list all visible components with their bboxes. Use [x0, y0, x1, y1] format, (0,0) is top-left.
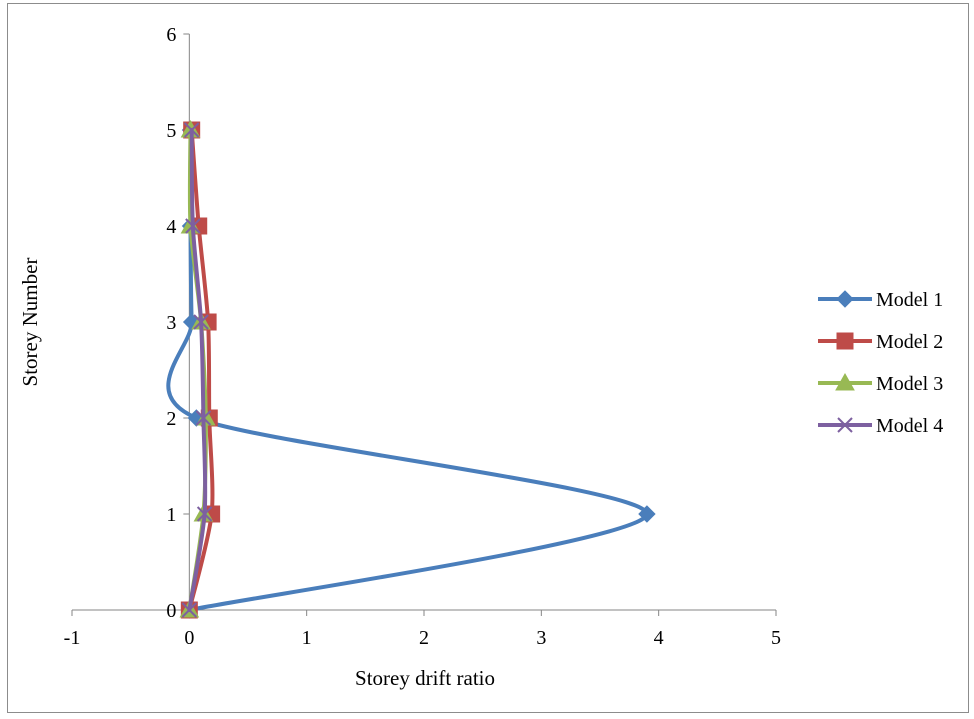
data-point-stroke — [195, 410, 212, 426]
data-point-stroke — [193, 314, 209, 330]
y-tick-label: 4 — [166, 216, 176, 238]
legend-item: Model 1 — [818, 289, 943, 311]
y-tick-label: 5 — [166, 120, 176, 142]
data-point — [181, 602, 198, 618]
data-point-stroke — [183, 122, 200, 138]
y-tick-label: 1 — [166, 504, 176, 526]
series-line — [166, 128, 649, 612]
legend-item: Model 2 — [818, 331, 943, 353]
y-tick-label: 6 — [166, 24, 176, 46]
legend-label: Model 3 — [876, 373, 943, 395]
legend: Model 1 Model 2 Model 3 Model 4 — [818, 289, 943, 437]
series-1 — [166, 121, 656, 619]
axes: -1 0 1 2 3 4 5 0 1 2 3 4 5 6 — [64, 24, 781, 649]
series-layer — [166, 119, 656, 619]
data-point-stroke — [185, 218, 201, 234]
x-tick-label: 2 — [419, 627, 429, 649]
x-tick-label: 1 — [302, 627, 312, 649]
data-point — [195, 410, 212, 426]
series-line — [187, 128, 215, 612]
x-tick-label: 3 — [536, 627, 546, 649]
data-point — [196, 506, 213, 522]
data-point — [185, 218, 201, 234]
data-point — [183, 122, 200, 138]
x-tick-label: -1 — [64, 627, 81, 649]
legend-label: Model 4 — [876, 415, 943, 437]
x-tick-label: 0 — [184, 627, 194, 649]
x-tick-label: 4 — [654, 627, 664, 649]
series-4 — [181, 122, 213, 618]
y-tick-label: 0 — [166, 600, 176, 622]
legend-marker — [836, 332, 854, 350]
legend-marker — [837, 417, 853, 433]
data-point-stroke — [181, 602, 198, 618]
data-point — [638, 505, 656, 523]
legend-item: Model 3 — [818, 372, 943, 395]
legend-label: Model 1 — [876, 289, 943, 311]
legend-marker — [836, 290, 854, 308]
x-tick-label: 5 — [771, 627, 781, 649]
series-line — [187, 128, 208, 612]
y-axis-title: Storey Number — [18, 258, 42, 387]
data-point — [193, 314, 209, 330]
legend-item: Model 4 — [818, 415, 943, 437]
x-axis-title: Storey drift ratio — [355, 666, 495, 690]
legend-marker-stroke — [837, 417, 853, 433]
y-tick-label: 2 — [166, 408, 176, 430]
y-tick-label: 3 — [166, 312, 176, 334]
legend-marker — [835, 372, 855, 391]
data-point-stroke — [196, 506, 213, 522]
legend-label: Model 2 — [876, 331, 943, 353]
chart-frame — [7, 3, 969, 713]
